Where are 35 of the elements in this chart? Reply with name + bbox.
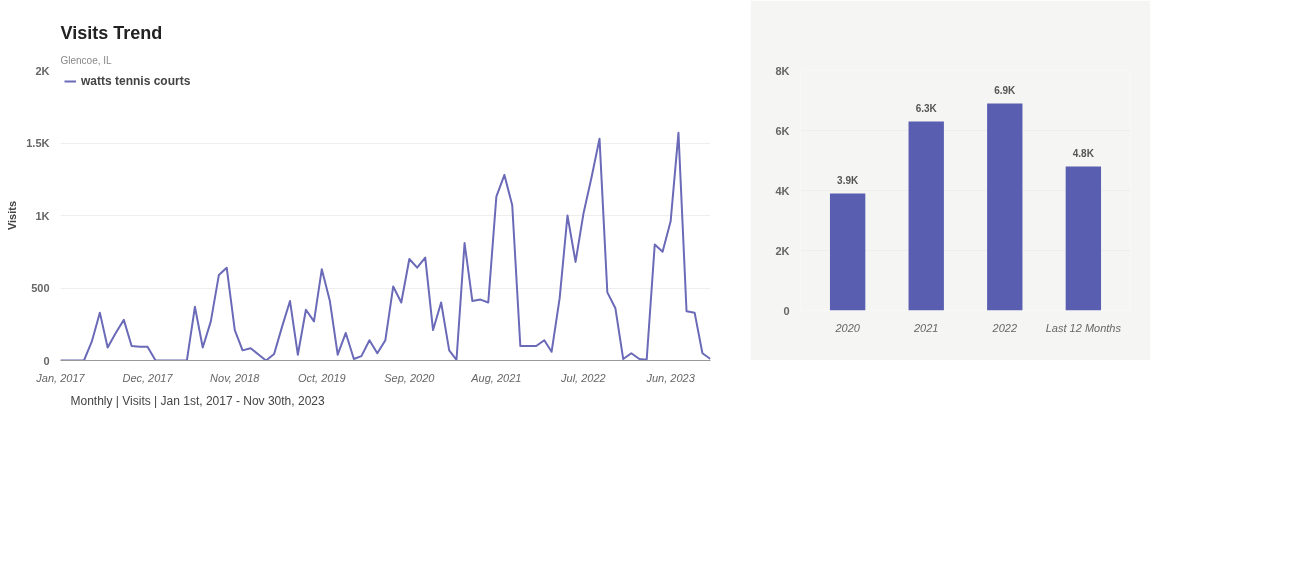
y-axis-title: Visits <box>6 200 19 231</box>
y-tick-label: 2K <box>775 244 790 257</box>
x-tick-label: Aug, 2021 <box>470 371 522 384</box>
x-tick-label: Jun, 2023 <box>645 371 696 384</box>
y-tick-label: 2K <box>35 64 50 77</box>
chart-title: Visits Trend <box>60 22 163 43</box>
bar <box>829 193 866 311</box>
x-tick-label: Last 12 Months <box>1045 321 1122 334</box>
bar <box>1065 166 1102 311</box>
y-tick-label: 0 <box>783 304 790 317</box>
y-tick-label: 500 <box>31 282 50 294</box>
data-label: 4.8K <box>1072 147 1095 159</box>
x-tick-label: Dec, 2017 <box>122 371 174 384</box>
x-tick-label: Sep, 2020 <box>384 371 436 384</box>
x-tick-label: Jul, 2022 <box>560 371 606 384</box>
bar <box>987 103 1023 311</box>
data-label: 6.9K <box>994 84 1017 96</box>
y-tick-label: 8K <box>775 64 790 77</box>
y-tick-label: 4K <box>775 184 790 197</box>
x-tick-label: 2020 <box>834 321 861 334</box>
y-tick-label: 0 <box>43 354 50 367</box>
y-tick-label: 1.5K <box>26 137 50 149</box>
x-tick-label: 2021 <box>912 321 939 334</box>
x-tick-label: Oct, 2019 <box>297 371 346 384</box>
y-tick-label: 1K <box>35 209 50 222</box>
legend-label: watts tennis courts <box>81 74 191 88</box>
y-tick-label: 6K <box>775 124 790 137</box>
bar <box>908 121 944 311</box>
data-label: 3.9K <box>837 174 859 186</box>
x-tick-label: 2022 <box>991 321 1018 334</box>
data-label: 6.3K <box>915 102 938 114</box>
x-tick-label: Jan, 2017 <box>35 371 86 384</box>
text: Monthly | Visits | Jan 1st, 2017 - Nov 30th, 2023 <box>70 393 325 408</box>
chart-subtitle: Glencoe, IL <box>60 54 113 66</box>
x-tick-label: Nov, 2018 <box>210 371 261 384</box>
